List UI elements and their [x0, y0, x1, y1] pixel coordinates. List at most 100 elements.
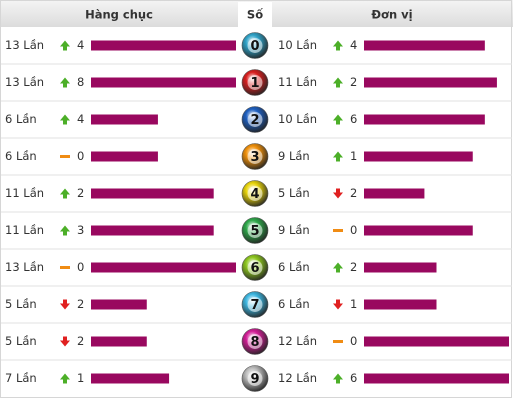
- header-tens: Hàng chục: [85, 8, 153, 22]
- count-bar: [364, 336, 509, 347]
- change-value: 1: [350, 149, 357, 163]
- change-value: 2: [77, 186, 84, 200]
- count-label: 10 Lần: [278, 112, 317, 126]
- count-bar: [91, 262, 236, 273]
- count-bar: [364, 40, 485, 51]
- count-label: 7 Lần: [5, 371, 37, 385]
- trend-down-icon: [60, 336, 70, 347]
- change-value: 4: [350, 38, 357, 52]
- ball-digit: 7: [250, 298, 259, 313]
- count-label: 13 Lần: [5, 260, 44, 274]
- count-label: 11 Lần: [5, 186, 44, 200]
- header-digit-cell: [238, 2, 272, 27]
- count-bar: [91, 225, 214, 236]
- trend-up-icon: [60, 188, 70, 199]
- count-label: 12 Lần: [278, 371, 317, 385]
- ball-digit: 1: [250, 76, 259, 91]
- count-bar: [364, 188, 425, 199]
- ball-center: [247, 186, 263, 201]
- ball-center: [247, 149, 263, 164]
- trend-up-icon: [333, 114, 343, 125]
- count-bar: [364, 299, 437, 310]
- ball-center: [247, 112, 263, 127]
- trend-flat-icon: [333, 340, 343, 343]
- count-bar: [364, 151, 473, 162]
- count-bar: [364, 114, 485, 125]
- count-label: 12 Lần: [278, 334, 317, 348]
- ball-digit: 2: [250, 113, 259, 128]
- change-value: 4: [77, 112, 84, 126]
- ball-center: [247, 223, 263, 238]
- count-label: 9 Lần: [278, 149, 310, 163]
- header-units: Đơn vị: [371, 8, 412, 22]
- count-label: 9 Lần: [278, 223, 310, 237]
- count-label: 6 Lần: [5, 149, 37, 163]
- ball-center: [247, 75, 263, 90]
- count-label: 6 Lần: [278, 260, 310, 274]
- change-value: 2: [350, 75, 357, 89]
- ball-center: [247, 371, 263, 386]
- trend-up-icon: [60, 77, 70, 88]
- trend-down-icon: [60, 299, 70, 310]
- count-bar: [364, 373, 509, 384]
- trend-up-icon: [333, 262, 343, 273]
- ball-digit: 6: [250, 261, 259, 276]
- count-label: 5 Lần: [278, 186, 310, 200]
- change-value: 1: [350, 297, 357, 311]
- count-label: 5 Lần: [5, 334, 37, 348]
- count-bar: [91, 188, 214, 199]
- count-bar: [364, 77, 497, 88]
- trend-flat-icon: [333, 229, 343, 232]
- count-bar: [91, 151, 158, 162]
- trend-down-icon: [333, 299, 343, 310]
- change-value: 0: [350, 223, 357, 237]
- ball-digit: 4: [250, 187, 259, 202]
- header-digit: Số: [247, 8, 263, 22]
- change-value: 6: [350, 371, 357, 385]
- ball-digit: 9: [250, 372, 259, 387]
- trend-up-icon: [333, 40, 343, 51]
- count-label: 5 Lần: [5, 297, 37, 311]
- count-bar: [91, 336, 147, 347]
- change-value: 0: [77, 260, 84, 274]
- change-value: 3: [77, 223, 84, 237]
- ball-digit: 5: [250, 224, 259, 239]
- count-label: 6 Lần: [5, 112, 37, 126]
- count-label: 13 Lần: [5, 75, 44, 89]
- change-value: 2: [350, 186, 357, 200]
- count-bar: [91, 77, 236, 88]
- trend-up-icon: [60, 373, 70, 384]
- trend-down-icon: [333, 188, 343, 199]
- count-label: 6 Lần: [278, 297, 310, 311]
- trend-up-icon: [333, 373, 343, 384]
- ball-center: [247, 334, 263, 349]
- change-value: 4: [77, 38, 84, 52]
- count-bar: [364, 262, 437, 273]
- count-label: 10 Lần: [278, 38, 317, 52]
- change-value: 0: [350, 334, 357, 348]
- change-value: 2: [350, 260, 357, 274]
- change-value: 2: [77, 334, 84, 348]
- count-label: 13 Lần: [5, 38, 44, 52]
- change-value: 2: [77, 297, 84, 311]
- trend-up-icon: [333, 151, 343, 162]
- trend-up-icon: [60, 40, 70, 51]
- count-bar: [91, 114, 158, 125]
- ball-digit: 0: [250, 39, 259, 54]
- count-bar: [91, 373, 170, 384]
- count-bar: [364, 225, 473, 236]
- table-border: [0, 0, 512, 398]
- ball-center: [247, 297, 263, 312]
- trend-flat-icon: [60, 155, 70, 158]
- trend-up-icon: [333, 77, 343, 88]
- change-value: 6: [350, 112, 357, 126]
- change-value: 0: [77, 149, 84, 163]
- change-value: 8: [77, 75, 84, 89]
- count-bar: [91, 40, 236, 51]
- ball-center: [247, 260, 263, 275]
- count-label: 11 Lần: [5, 223, 44, 237]
- change-value: 1: [77, 371, 84, 385]
- trend-flat-icon: [60, 266, 70, 269]
- trend-up-icon: [60, 225, 70, 236]
